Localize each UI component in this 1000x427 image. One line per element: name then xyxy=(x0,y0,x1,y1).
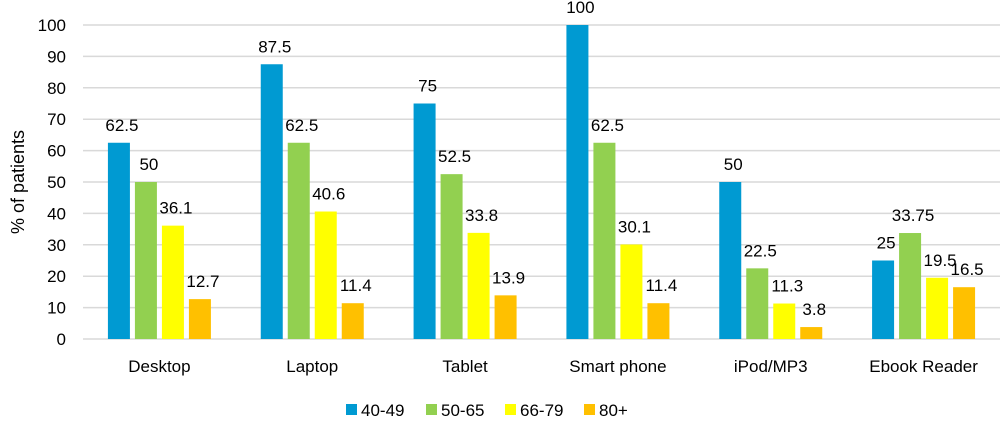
legend-label: 50-65 xyxy=(441,401,484,420)
gridlines xyxy=(83,24,1000,340)
data-label: 87.5 xyxy=(258,37,291,56)
data-label: 22.5 xyxy=(744,241,777,260)
legend-label: 40-49 xyxy=(361,401,404,420)
y-tick-label: 50 xyxy=(47,173,66,192)
bar-40-49 xyxy=(260,64,283,339)
data-label: 12.7 xyxy=(186,272,219,291)
y-tick-label: 90 xyxy=(47,47,66,66)
data-label: 36.1 xyxy=(159,199,192,218)
bar-50-65 xyxy=(134,182,157,339)
bar-66-79 xyxy=(773,303,796,339)
data-label: 33.75 xyxy=(892,206,935,225)
data-label: 75 xyxy=(418,77,437,96)
bars xyxy=(107,25,976,339)
y-tick-label: 100 xyxy=(38,16,66,35)
x-tick-label: Ebook Reader xyxy=(869,357,978,376)
data-label: 40.6 xyxy=(312,185,345,204)
legend-label: 80+ xyxy=(599,401,628,420)
data-label: 33.8 xyxy=(465,206,498,225)
data-label: 25 xyxy=(877,234,896,253)
data-label: 30.1 xyxy=(618,217,651,236)
data-label: 62.5 xyxy=(105,116,138,135)
x-tick-label: Laptop xyxy=(286,357,338,376)
bar-80+ xyxy=(953,287,976,339)
y-axis-label: % of patients xyxy=(8,130,28,234)
data-labels: 62.5 50 36.1 12.7 87.5 62.5 40.6 11.4 75 52.5 33.8… xyxy=(105,0,983,319)
data-label: 11.4 xyxy=(646,276,678,295)
x-tick-label: iPod/MP3 xyxy=(734,357,808,376)
bar-66-79 xyxy=(314,211,337,339)
bar-80+ xyxy=(647,303,670,339)
data-label: 62.5 xyxy=(285,116,318,135)
data-label: 11.4 xyxy=(340,276,372,295)
y-tick-label: 20 xyxy=(47,267,66,286)
bar-80+ xyxy=(341,303,364,339)
legend-label: 66-79 xyxy=(520,401,563,420)
bar-66-79 xyxy=(620,244,643,339)
y-tick-label: 40 xyxy=(47,204,66,223)
bar-40-49 xyxy=(872,260,895,339)
bar-80+ xyxy=(188,299,211,339)
data-label: 50 xyxy=(724,155,743,174)
x-axis-ticks: Desktop Laptop Tablet Smart phone iPod/MP3 Eb… xyxy=(128,357,978,376)
bar-80+ xyxy=(494,295,517,339)
data-label: 11.3 xyxy=(771,277,803,296)
bar-66-79 xyxy=(467,232,490,339)
legend-swatch-50-65 xyxy=(426,404,437,415)
bar-40-49 xyxy=(413,103,436,339)
data-label: 50 xyxy=(139,155,158,174)
bar-66-79 xyxy=(161,225,184,339)
x-tick-label: Desktop xyxy=(128,357,190,376)
y-tick-label: 0 xyxy=(57,330,66,349)
data-label: 62.5 xyxy=(591,116,624,135)
bar-50-65 xyxy=(746,268,769,339)
bar-50-65 xyxy=(593,142,616,339)
bar-50-65 xyxy=(899,233,922,339)
bar-50-65 xyxy=(287,142,310,339)
bar-40-49 xyxy=(566,25,589,339)
legend-swatch-40-49 xyxy=(346,404,357,415)
bar-40-49 xyxy=(107,142,130,339)
y-tick-label: 10 xyxy=(47,299,66,318)
legend-swatch-66-79 xyxy=(505,404,516,415)
bar-50-65 xyxy=(440,174,463,339)
legend: 40-49 50-65 66-79 80+ xyxy=(346,401,628,420)
x-tick-label: Tablet xyxy=(442,357,488,376)
data-label: 13.9 xyxy=(492,268,525,287)
bar-66-79 xyxy=(926,277,949,339)
data-label: 16.5 xyxy=(951,260,984,279)
y-tick-label: 60 xyxy=(47,142,66,161)
y-tick-label: 30 xyxy=(47,236,66,255)
data-label: 100 xyxy=(566,0,594,17)
y-tick-label: 80 xyxy=(47,79,66,98)
bar-80+ xyxy=(800,327,823,339)
y-tick-label: 70 xyxy=(47,110,66,129)
x-tick-label: Smart phone xyxy=(569,357,666,376)
data-label: 52.5 xyxy=(438,147,471,166)
y-axis-ticks: 0 10 20 30 40 50 60 70 80 90 100 xyxy=(38,16,66,349)
bar-40-49 xyxy=(719,182,742,339)
data-label: 19.5 xyxy=(924,251,957,270)
data-label: 3.8 xyxy=(802,300,826,319)
legend-swatch-80+ xyxy=(584,404,595,415)
